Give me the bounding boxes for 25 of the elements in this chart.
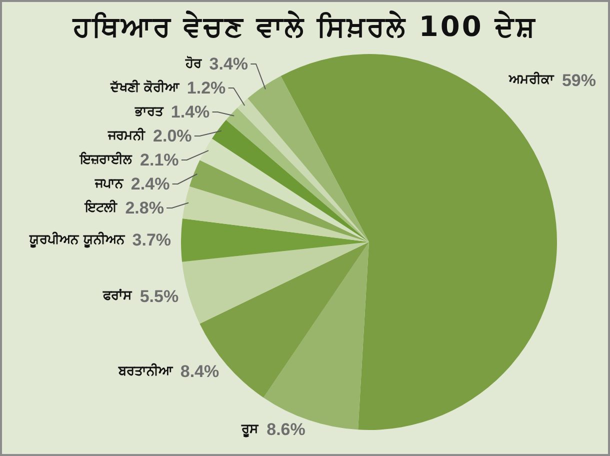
data-label: 8.4% [180,362,220,382]
data-label: 2.8% [125,198,164,218]
slice-label: ਬਰਤਾਨੀਆ [117,362,174,379]
slice-label: ਯੂਰਪੀਅਨ ਯੂਨੀਅਨ [28,231,126,248]
slice-label: ਇਟਲੀ [84,199,118,216]
data-label: 3.4% [209,54,248,74]
data-label: 1.2% [186,78,226,98]
slice-label: ਅਮਰੀਕਾ [508,72,555,88]
data-label: 3.7% [132,230,172,250]
data-label: 59% [562,71,596,90]
data-label: 2.1% [140,150,179,170]
data-label: 1.4% [170,102,210,122]
data-label: 5.5% [140,286,179,306]
data-label: 2.0% [153,126,192,146]
slice-label: ਦੱਖਣੀ ਕੋਰੀਆ [109,78,180,96]
slice-label: ਰੂਸ [240,422,260,438]
slice-label: ਫਰਾਂਸ [102,288,133,304]
chart-title: ਹਥਿਆਰ ਵੇਚਣ ਵਾਲੇ ਸਿਖ਼ਰਲੇ 100 ਦੇਸ਼ [71,9,538,45]
slice-label: ਜਰਮਨੀ [107,127,146,144]
slice-label: ਜਪਾਨ [94,176,124,192]
slice-label: ਭਾਰਤ [134,104,164,120]
data-label: 2.4% [130,174,170,194]
slice-label: ਇਜ਼ਰਾਈਲ [79,151,134,168]
data-label: 8.6% [266,420,306,440]
slice-label: ਹੋਰ [184,54,202,72]
